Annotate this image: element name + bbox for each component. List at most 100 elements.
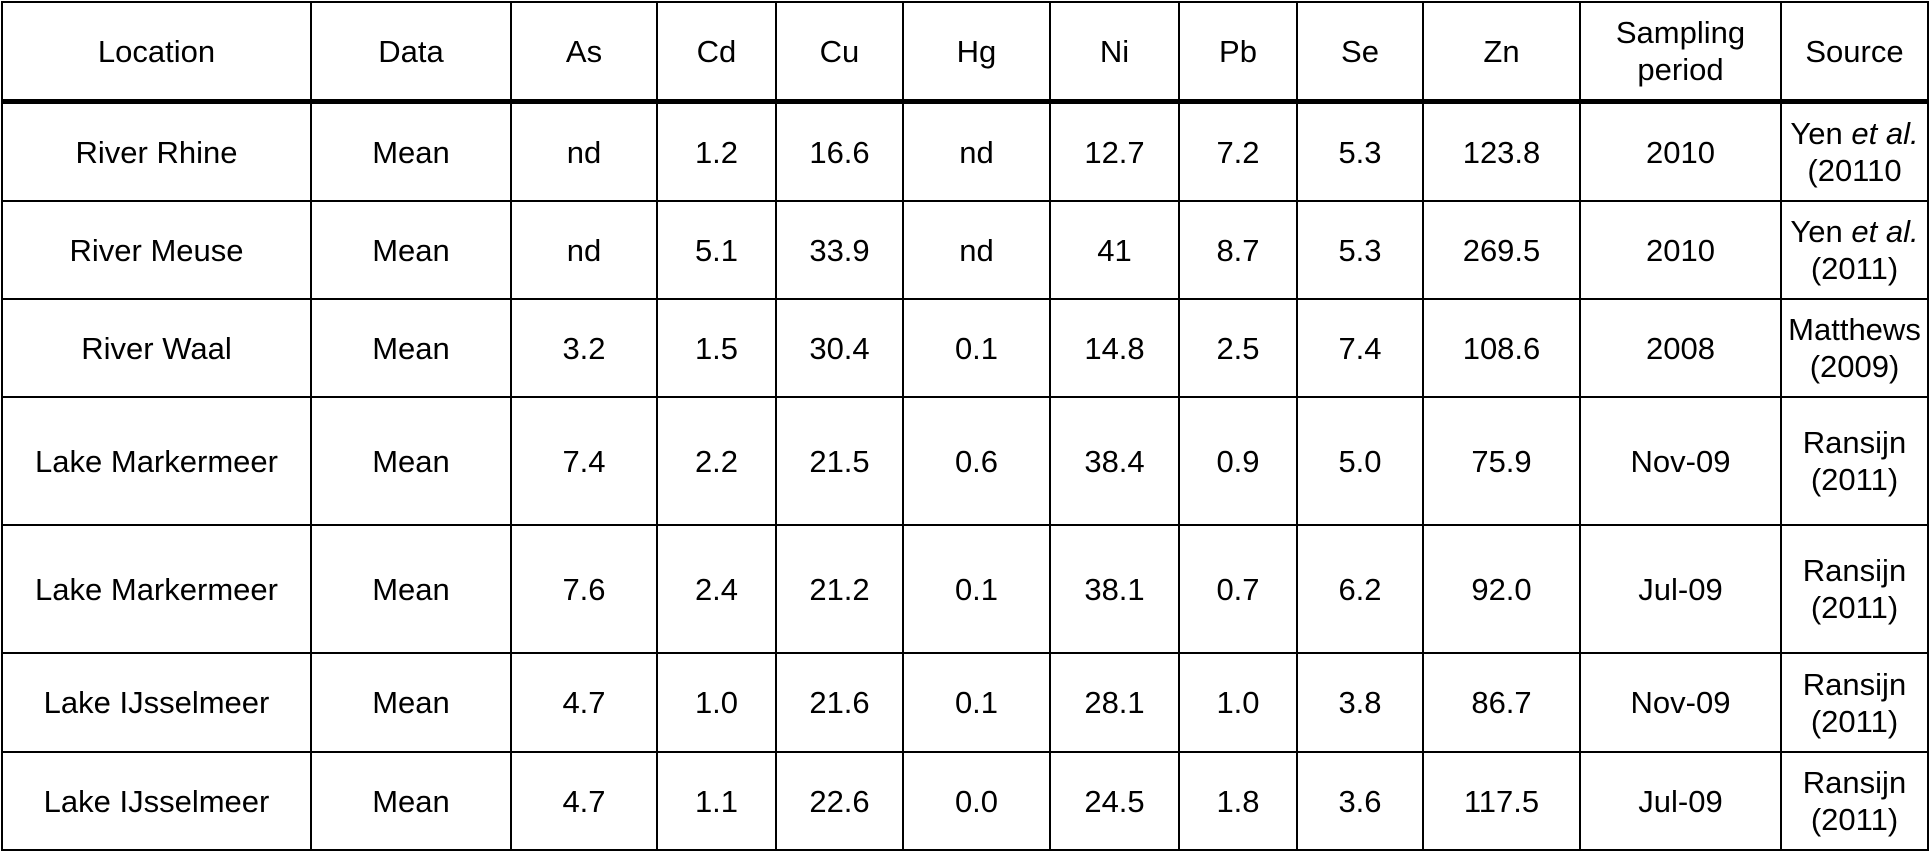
cell-cd: 5.1	[656, 200, 777, 300]
cell-se: 6.2	[1296, 524, 1424, 654]
cell-zn: 75.9	[1422, 396, 1581, 526]
table-row: Lake IJsselmeer Mean 4.7 1.1 22.6 0.0 24…	[1, 751, 1929, 851]
cell-se: 5.3	[1296, 200, 1424, 300]
cell-sampling-period: Jul-09	[1579, 751, 1782, 851]
header-hg: Hg	[902, 1, 1051, 104]
source-year: (20110	[1807, 153, 1902, 188]
cell-ni: 24.5	[1049, 751, 1180, 851]
table-row: River Rhine Mean nd 1.2 16.6 nd 12.7 7.2…	[1, 100, 1929, 202]
cell-data: Mean	[310, 200, 512, 300]
cell-data: Mean	[310, 751, 512, 851]
cell-se: 5.3	[1296, 100, 1424, 202]
cell-location: Lake IJsselmeer	[1, 751, 312, 851]
table-row: River Waal Mean 3.2 1.5 30.4 0.1 14.8 2.…	[1, 298, 1929, 398]
cell-location: Lake IJsselmeer	[1, 652, 312, 753]
header-data: Data	[310, 1, 512, 104]
cell-hg: nd	[902, 100, 1051, 202]
cell-source: Ransijn (2011)	[1780, 396, 1929, 526]
source-author: Matthews	[1788, 312, 1921, 347]
cell-data: Mean	[310, 298, 512, 398]
cell-cu: 30.4	[775, 298, 904, 398]
cell-se: 7.4	[1296, 298, 1424, 398]
cell-ni: 38.1	[1049, 524, 1180, 654]
cell-zn: 117.5	[1422, 751, 1581, 851]
cell-sampling-period: Nov-09	[1579, 652, 1782, 753]
header-sampling-period: Sampling period	[1579, 1, 1782, 104]
cell-as: 3.2	[510, 298, 658, 398]
cell-source: Ransijn (2011)	[1780, 751, 1929, 851]
cell-cd: 1.1	[656, 751, 777, 851]
source-year: (2011)	[1810, 802, 1899, 837]
header-zn: Zn	[1422, 1, 1581, 104]
cell-pb: 0.7	[1178, 524, 1298, 654]
cell-cu: 21.6	[775, 652, 904, 753]
header-as: As	[510, 1, 658, 104]
source-et-al: et al.	[1851, 116, 1919, 151]
header-source: Source	[1780, 1, 1929, 104]
cell-pb: 2.5	[1178, 298, 1298, 398]
header-pb: Pb	[1178, 1, 1298, 104]
cell-as: 4.7	[510, 652, 658, 753]
cell-cu: 21.5	[775, 396, 904, 526]
cell-as: 7.4	[510, 396, 658, 526]
cell-cd: 1.0	[656, 652, 777, 753]
cell-se: 5.0	[1296, 396, 1424, 526]
source-et-al: et al.	[1851, 214, 1919, 249]
source-author: Ransijn	[1802, 666, 1907, 702]
cell-cu: 33.9	[775, 200, 904, 300]
cell-cu: 22.6	[775, 751, 904, 851]
cell-pb: 7.2	[1178, 100, 1298, 202]
cell-location: Lake Markermeer	[1, 524, 312, 654]
table-row: River Meuse Mean nd 5.1 33.9 nd 41 8.7 5…	[1, 200, 1929, 300]
cell-ni: 12.7	[1049, 100, 1180, 202]
source-author: Yen	[1790, 214, 1843, 249]
cell-sampling-period: Nov-09	[1579, 396, 1782, 526]
cell-pb: 1.0	[1178, 652, 1298, 753]
cell-data: Mean	[310, 396, 512, 526]
header-se: Se	[1296, 1, 1424, 104]
cell-source: Yen et al. (20110	[1780, 100, 1929, 202]
source-first-line: Yen et al.	[1786, 213, 1923, 250]
cell-sampling-period: 2010	[1579, 100, 1782, 202]
cell-location: Lake Markermeer	[1, 396, 312, 526]
cell-zn: 123.8	[1422, 100, 1581, 202]
cell-location: River Waal	[1, 298, 312, 398]
table-row: Lake IJsselmeer Mean 4.7 1.0 21.6 0.1 28…	[1, 652, 1929, 753]
source-year: (2011)	[1810, 703, 1899, 739]
source-year: (2009)	[1809, 349, 1900, 384]
cell-ni: 28.1	[1049, 652, 1180, 753]
cell-se: 3.8	[1296, 652, 1424, 753]
header-cu: Cu	[775, 1, 904, 104]
cell-ni: 41	[1049, 200, 1180, 300]
cell-source: Yen et al. (2011)	[1780, 200, 1929, 300]
cell-location: River Rhine	[1, 100, 312, 202]
cell-as: 7.6	[510, 524, 658, 654]
cell-pb: 8.7	[1178, 200, 1298, 300]
table-row: Lake Markermeer Mean 7.4 2.2 21.5 0.6 38…	[1, 396, 1929, 526]
cell-sampling-period: 2010	[1579, 200, 1782, 300]
table-row: Lake Markermeer Mean 7.6 2.4 21.2 0.1 38…	[1, 524, 1929, 654]
cell-ni: 38.4	[1049, 396, 1180, 526]
source-author: Ransijn	[1802, 425, 1907, 460]
cell-zn: 92.0	[1422, 524, 1581, 654]
cell-pb: 1.8	[1178, 751, 1298, 851]
header-location: Location	[1, 1, 312, 104]
cell-hg: 0.1	[902, 524, 1051, 654]
source-year: (2011)	[1810, 462, 1899, 497]
cell-as: 4.7	[510, 751, 658, 851]
cell-source: Ransijn (2011)	[1780, 652, 1929, 753]
cell-hg: 0.0	[902, 751, 1051, 851]
cell-pb: 0.9	[1178, 396, 1298, 526]
cell-as: nd	[510, 100, 658, 202]
cell-zn: 269.5	[1422, 200, 1581, 300]
cell-hg: 0.1	[902, 652, 1051, 753]
cell-data: Mean	[310, 524, 512, 654]
cell-se: 3.6	[1296, 751, 1424, 851]
cell-sampling-period: Jul-09	[1579, 524, 1782, 654]
cell-as: nd	[510, 200, 658, 300]
cell-hg: 0.6	[902, 396, 1051, 526]
header-ni: Ni	[1049, 1, 1180, 104]
source-year: (2011)	[1810, 590, 1899, 625]
header-cd: Cd	[656, 1, 777, 104]
